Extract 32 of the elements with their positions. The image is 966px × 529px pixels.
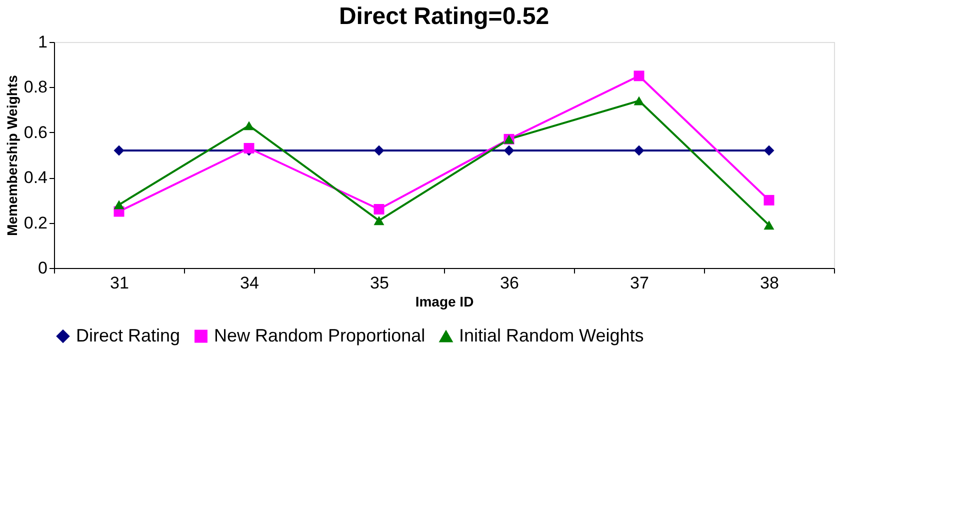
y-tick-label: 0.4 [24, 168, 48, 188]
y-tick-label: 1 [38, 32, 48, 52]
y-axis-title: Memembership Weights [4, 74, 20, 236]
point [374, 145, 384, 156]
y-tick-label: 0.6 [24, 122, 48, 142]
legend-label: Initial Random Weights [459, 326, 644, 346]
point [114, 145, 124, 156]
point [764, 194, 774, 206]
point [764, 220, 774, 230]
point [244, 142, 254, 154]
x-tick-label: 35 [370, 274, 389, 292]
point [244, 121, 254, 130]
point [114, 200, 124, 210]
y-tick-label: 0.2 [24, 213, 48, 232]
legend-label: New Random Proportional [214, 325, 426, 346]
chart-title: Direct Rating=0.52 [338, 3, 550, 30]
point [374, 216, 384, 226]
legend-label: Direct Rating [76, 325, 180, 346]
y-tick-label: 0.8 [24, 78, 48, 97]
x-tick-label: 34 [240, 274, 259, 292]
x-tick-label: 31 [110, 274, 129, 292]
x-axis-title: Image ID [415, 294, 474, 310]
point [764, 145, 774, 156]
x-tick-label: 37 [630, 274, 649, 292]
x-tick-label: 36 [500, 274, 519, 292]
x-tick-label: 38 [760, 274, 779, 292]
point [504, 145, 514, 156]
point [634, 145, 644, 156]
point [374, 204, 384, 214]
y-tick-label: 0 [38, 258, 48, 278]
point [634, 96, 644, 106]
point [634, 70, 644, 82]
